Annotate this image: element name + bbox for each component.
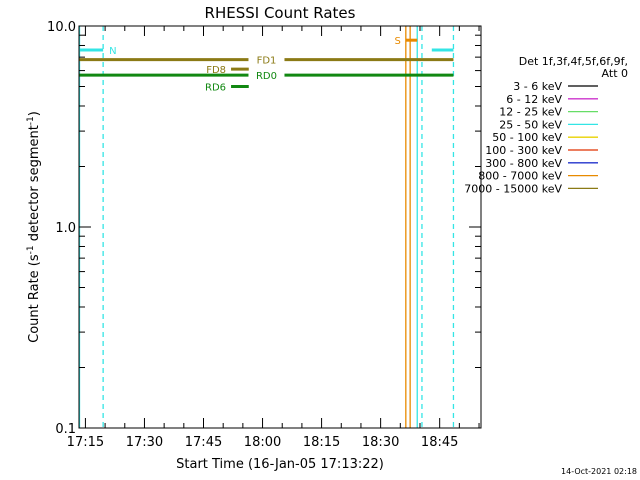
x-tick-label: 17:15: [67, 435, 104, 450]
y-axis-label-mid: detector segment: [27, 125, 42, 245]
flag-bar-fd1-label: FD1: [257, 56, 277, 67]
y-axis-label-end: ): [27, 111, 42, 116]
x-tick-label: 18:15: [303, 435, 340, 450]
plot-area: N FD1 FD8 RD0 RD6 S: [78, 26, 455, 428]
legend-entry-label: 12 - 25 keV: [499, 106, 562, 119]
y-axis-label: Count Rate (s-1 detector segment-1): [26, 111, 42, 343]
legend-entry-label: 300 - 800 keV: [485, 157, 562, 170]
x-tick-label: 18:30: [362, 435, 399, 450]
flag-bar-n-label: N: [109, 46, 116, 57]
flag-bar-rd6-label: RD6: [205, 83, 226, 94]
legend-entry-label: 25 - 50 keV: [499, 118, 562, 131]
legend-header-line: Att 0: [602, 67, 628, 80]
y-axis-label-sup2: -1: [26, 116, 36, 125]
x-tick-label: 18:45: [421, 435, 458, 450]
flag-bar-rd0-label: RD0: [256, 71, 277, 82]
y-tick-label: 0.1: [55, 422, 76, 437]
legend-entry-label: 3 - 6 keV: [513, 80, 562, 93]
legend-entry-label: 800 - 7000 keV: [478, 170, 562, 183]
x-tick-label: 18:00: [244, 435, 281, 450]
legend-entry-label: 6 - 12 keV: [506, 93, 562, 106]
y-axis: 0.1 1.0 10.0: [47, 20, 481, 437]
x-axis-label: Start Time (16-Jan-05 17:13:22): [176, 457, 384, 472]
y-tick-label: 1.0: [55, 221, 76, 236]
y-axis-label-main: Count Rate (s: [27, 254, 42, 343]
legend-entry-label: 7000 - 15000 keV: [464, 182, 562, 195]
x-axis: 17:15 17:30 17:45 18:00 18:15 18:30 18:45: [67, 26, 480, 450]
legend-entry-label: 50 - 100 keV: [492, 131, 562, 144]
legend-entry-label: 100 - 300 keV: [485, 144, 562, 157]
plot-frame: [78, 25, 482, 429]
y-axis-label-sup1: -1: [26, 245, 36, 254]
chart-title: RHESSI Count Rates: [205, 4, 356, 22]
legend-header-line: Det 1f,3f,4f,5f,6f,9f,: [519, 55, 628, 68]
y-tick-label: 10.0: [47, 20, 76, 35]
footer-timestamp: 14-Oct-2021 02:18: [561, 467, 637, 476]
x-tick-label: 17:30: [126, 435, 163, 450]
x-tick-label: 17:45: [185, 435, 222, 450]
flag-bar-fd8-label: FD8: [206, 65, 226, 76]
flag-bar-s-label: S: [394, 36, 400, 47]
